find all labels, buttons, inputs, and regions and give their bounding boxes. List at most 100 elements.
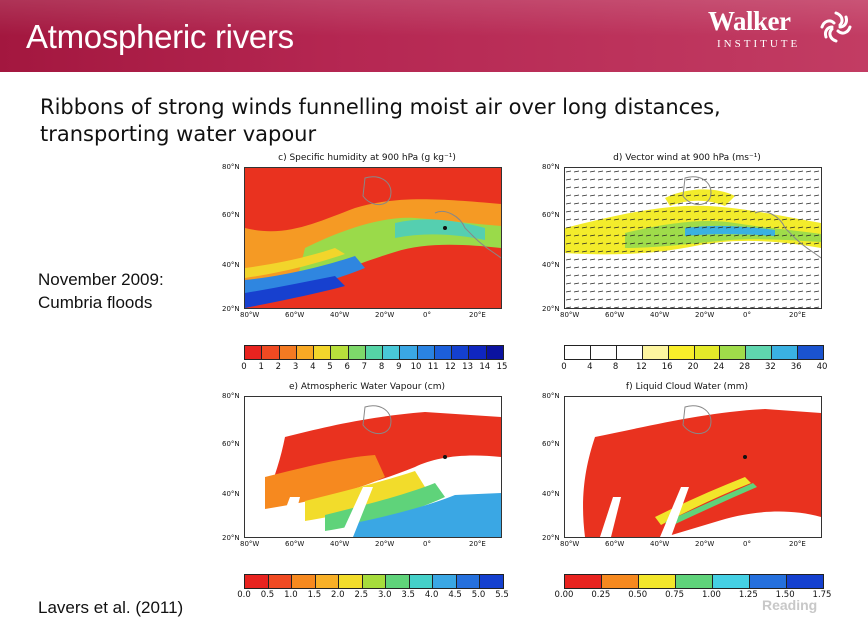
colorbar-tick-label: 0 — [241, 362, 247, 372]
longitude-label: 20°W — [695, 540, 715, 548]
longitude-label: 60°W — [605, 540, 625, 548]
longitude-label: 20°E — [789, 540, 806, 548]
subtitle-line-2: transporting water vapour — [40, 122, 317, 146]
latitude-label: 40°N — [222, 261, 240, 269]
panel-specific-humidity: c) Specific humidity at 900 hPa (g kg⁻¹)… — [222, 153, 512, 325]
humidity-map — [244, 167, 502, 309]
latitude-label: 20°N — [542, 534, 560, 542]
colorbar-segment — [383, 346, 401, 359]
colorbar-segment — [798, 346, 824, 359]
colorbar-segment — [616, 346, 643, 359]
colorbar-tick-label: 4.0 — [424, 590, 439, 600]
colorbar-tick-label: 2.5 — [354, 590, 369, 600]
colorbar-segment — [365, 346, 384, 359]
walker-institute-logo: Walker INSTITUTE — [708, 6, 858, 56]
colorbar-segment — [314, 346, 332, 359]
longitude-label: 80°W — [240, 311, 260, 319]
subtitle-line-1: Ribbons of strong winds funnelling moist… — [40, 95, 721, 119]
colorbar-segment — [720, 346, 747, 359]
colorbar-tick-label: 14 — [479, 362, 491, 372]
humidity-colorbar — [244, 345, 504, 360]
panel-title: e) Atmospheric Water Vapour (cm) — [288, 382, 446, 392]
longitude-label: 20°W — [375, 311, 395, 319]
reading-logo-text: Reading — [762, 597, 818, 613]
colorbar-segment — [694, 346, 721, 359]
colorbar-tick-label: 1.50 — [775, 590, 795, 600]
colorbar-tick-label: 5.0 — [471, 590, 486, 600]
colorbar-tick-label: 24 — [713, 362, 725, 372]
latitude-label: 60°N — [542, 211, 560, 219]
colorbar-segment — [262, 346, 280, 359]
colorbar-tick-label: 5.5 — [495, 590, 509, 600]
colorbar-segment — [565, 575, 602, 588]
latitude-label: 60°N — [542, 440, 560, 448]
colorbar-tick-label: 1.5 — [307, 590, 322, 600]
colorbar-tick-label: 4 — [587, 362, 593, 372]
colorbar-tick-label: 0.50 — [628, 590, 648, 600]
swirl-logo-icon — [820, 11, 852, 43]
longitude-label: 40°W — [650, 311, 670, 319]
colorbar-tick-label: 32 — [764, 362, 776, 372]
colorbar-tick-label: 3 — [292, 362, 299, 372]
latitude-label: 20°N — [222, 305, 240, 313]
longitude-label: 20°W — [375, 540, 395, 548]
longitude-label: 80°W — [560, 311, 580, 319]
longitude-label: 40°W — [330, 311, 350, 319]
colorbar-tick-label: 28 — [739, 362, 751, 372]
longitude-label: 0° — [743, 540, 751, 548]
longitude-label: 40°W — [330, 540, 350, 548]
panel-title: c) Specific humidity at 900 hPa (g kg⁻¹) — [278, 153, 456, 163]
longitude-label: 60°W — [285, 311, 305, 319]
wind-field — [565, 168, 821, 308]
panel-liquid-cloud-water: f) Liquid Cloud Water (mm) 80°N 60°N 40°N 2… — [542, 382, 832, 554]
event-note-line-2: Cumbria floods — [38, 293, 153, 312]
colorbar-tick-label: 9 — [396, 362, 402, 372]
humidity-field — [245, 168, 501, 308]
colorbar-segment — [417, 346, 435, 359]
longitude-label: 0° — [423, 540, 431, 548]
colorbar-tick-label: 40 — [816, 362, 828, 372]
colorbar-tick-label: 0.25 — [591, 590, 611, 600]
citation: Lavers et al. (2011) — [38, 598, 184, 617]
colorbar-tick-label: 15 — [496, 362, 508, 372]
colorbar-tick-label: 13 — [462, 362, 474, 372]
longitude-label: 40°W — [650, 540, 670, 548]
colorbar-segment — [787, 575, 823, 588]
colorbar-segment — [456, 575, 481, 588]
slide-subtitle: Ribbons of strong winds funnelling moist… — [40, 94, 800, 148]
colorbar-tick-label: 1.0 — [284, 590, 298, 600]
colorbar-segment — [400, 346, 418, 359]
colorbar-segment — [245, 575, 269, 588]
colorbar-tick-label: 0.75 — [665, 590, 685, 600]
longitude-label: 20°E — [789, 311, 806, 319]
latitude-label: 60°N — [222, 440, 240, 448]
colorbar-segment — [713, 575, 750, 588]
colorbar-tick-label: 3.5 — [401, 590, 415, 600]
colorbar-tick-label: 12 — [444, 362, 456, 372]
colorbar-segment — [409, 575, 434, 588]
cloud-water-colorbar — [564, 574, 824, 589]
colorbar-tick-label: 0 — [561, 362, 567, 372]
colorbar-segment — [750, 575, 787, 588]
panel-atmospheric-water-vapour: e) Atmospheric Water Vapour (cm) 80°N 60°… — [222, 382, 512, 554]
colorbar-tick-label: 4.5 — [448, 590, 462, 600]
logo-subtext: INSTITUTE — [717, 38, 801, 50]
colorbar-tick-label: 20 — [687, 362, 699, 372]
colorbar-segment — [772, 346, 799, 359]
colorbar-segment — [480, 575, 504, 588]
latitude-label: 80°N — [542, 392, 560, 400]
longitude-label: 60°W — [285, 540, 305, 548]
event-note-line-1: November 2009: — [38, 270, 164, 289]
latitude-label: 40°N — [222, 490, 240, 498]
colorbar-tick-label: 2 — [275, 362, 282, 372]
colorbar-segment — [362, 575, 387, 588]
colorbar-segment — [590, 346, 617, 359]
longitude-label: 20°E — [469, 540, 486, 548]
colorbar-segment — [452, 346, 470, 359]
event-note: November 2009: Cumbria floods — [38, 268, 164, 314]
colorbar-tick-label: 0.00 — [554, 590, 574, 600]
cloud-water-field — [565, 397, 821, 537]
colorbar-tick-label: 0.5 — [260, 590, 275, 600]
colorbar-segment — [642, 346, 669, 359]
colorbar-segment — [331, 346, 349, 359]
